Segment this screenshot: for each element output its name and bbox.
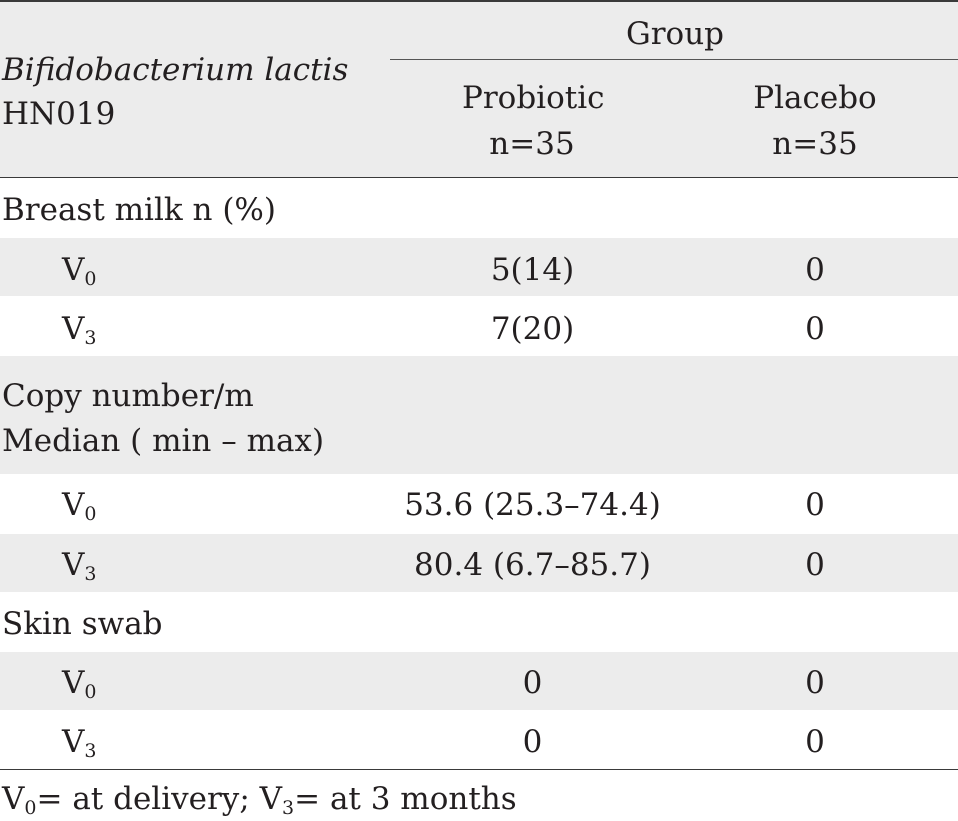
placebo-value: 0 — [805, 311, 825, 347]
section-title: Breast milk n (%) — [2, 192, 276, 228]
row-label: V3 — [62, 547, 97, 585]
row-band — [0, 238, 958, 296]
top-rule — [0, 0, 958, 2]
placebo-value: 0 — [805, 547, 825, 583]
group-underline — [390, 59, 958, 60]
row-label: V3 — [62, 311, 97, 349]
col-placebo-n: n=35 — [772, 126, 858, 162]
row-band — [0, 356, 958, 474]
row-label: V0 — [62, 487, 97, 525]
bottom-rule — [0, 769, 958, 770]
probiotic-value: 0 — [522, 665, 543, 701]
row-label: V0 — [62, 252, 97, 290]
probiotic-value: 53.6 (25.3–74.4) — [404, 487, 661, 523]
group-label: Group — [625, 16, 725, 52]
col-probiotic-n: n=35 — [489, 126, 575, 162]
col-probiotic-name: Probiotic — [462, 80, 605, 116]
placebo-value: 0 — [805, 252, 825, 288]
row-label-species: Bifidobacterium lactis — [2, 52, 349, 88]
row-label: V0 — [62, 665, 97, 703]
section-title: Copy number/m — [2, 378, 254, 414]
header-band — [0, 2, 958, 178]
footnote: V0= at delivery; V3= at 3 months — [2, 781, 517, 819]
row-label: V3 — [62, 724, 97, 762]
row-band — [0, 652, 958, 710]
row-band — [0, 534, 958, 592]
probiotic-value: 7(20) — [490, 311, 575, 347]
section-title: Skin swab — [2, 606, 163, 642]
placebo-value: 0 — [805, 665, 825, 701]
header-rule — [0, 177, 958, 178]
probiotic-value: 0 — [522, 724, 543, 760]
section-subtitle: Median ( min – max) — [2, 423, 325, 459]
placebo-value: 0 — [805, 724, 825, 760]
row-label-strain: HN019 — [2, 96, 116, 132]
probiotic-value: 5(14) — [490, 252, 575, 288]
col-placebo-name: Placebo — [753, 80, 877, 116]
probiotic-value: 80.4 (6.7–85.7) — [414, 547, 651, 583]
placebo-value: 0 — [805, 487, 825, 523]
